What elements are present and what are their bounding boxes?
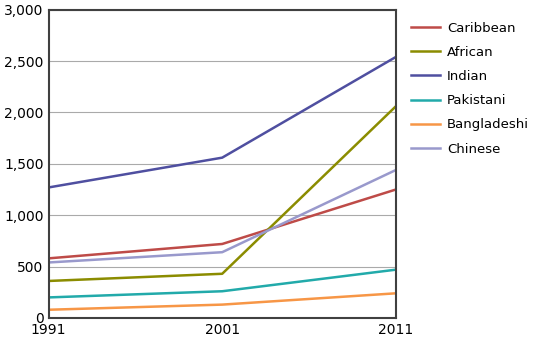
Line: Caribbean: Caribbean [49, 190, 396, 258]
Pakistani [392, 268, 399, 272]
Bangladeshi [45, 308, 52, 312]
Pakistani [219, 289, 225, 293]
Legend: Caribbean, African, Indian, Pakistani, Bangladeshi, Chinese: Caribbean, African, Indian, Pakistani, B… [406, 16, 534, 161]
Bangladeshi [219, 302, 225, 307]
Chinese [219, 250, 225, 254]
Indian [219, 155, 225, 160]
Caribbean [392, 188, 399, 192]
Chinese [392, 168, 399, 172]
Bangladeshi [392, 291, 399, 295]
Pakistani [45, 295, 52, 299]
Line: African: African [49, 106, 396, 281]
African [392, 104, 399, 108]
Line: Indian: Indian [49, 57, 396, 188]
Line: Chinese: Chinese [49, 170, 396, 263]
Line: Bangladeshi: Bangladeshi [49, 293, 396, 310]
Line: Pakistani: Pakistani [49, 270, 396, 297]
Indian [45, 186, 52, 190]
African [45, 279, 52, 283]
Chinese [45, 261, 52, 265]
Caribbean [45, 256, 52, 261]
Caribbean [219, 242, 225, 246]
African [219, 272, 225, 276]
Indian [392, 55, 399, 59]
